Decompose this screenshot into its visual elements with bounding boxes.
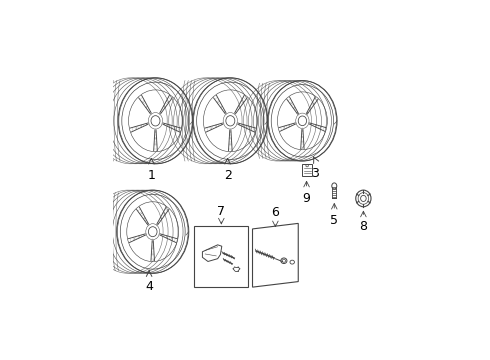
Text: 8: 8 (359, 220, 368, 233)
Bar (195, 226, 248, 287)
Text: 1: 1 (147, 169, 155, 182)
Bar (302, 164, 312, 176)
Text: 5: 5 (330, 214, 338, 227)
Text: 9: 9 (303, 192, 311, 204)
Text: 3: 3 (311, 167, 319, 180)
Text: 2: 2 (223, 169, 231, 182)
Text: 7: 7 (218, 205, 225, 218)
Text: 6: 6 (271, 206, 279, 219)
Text: 4: 4 (145, 280, 153, 293)
